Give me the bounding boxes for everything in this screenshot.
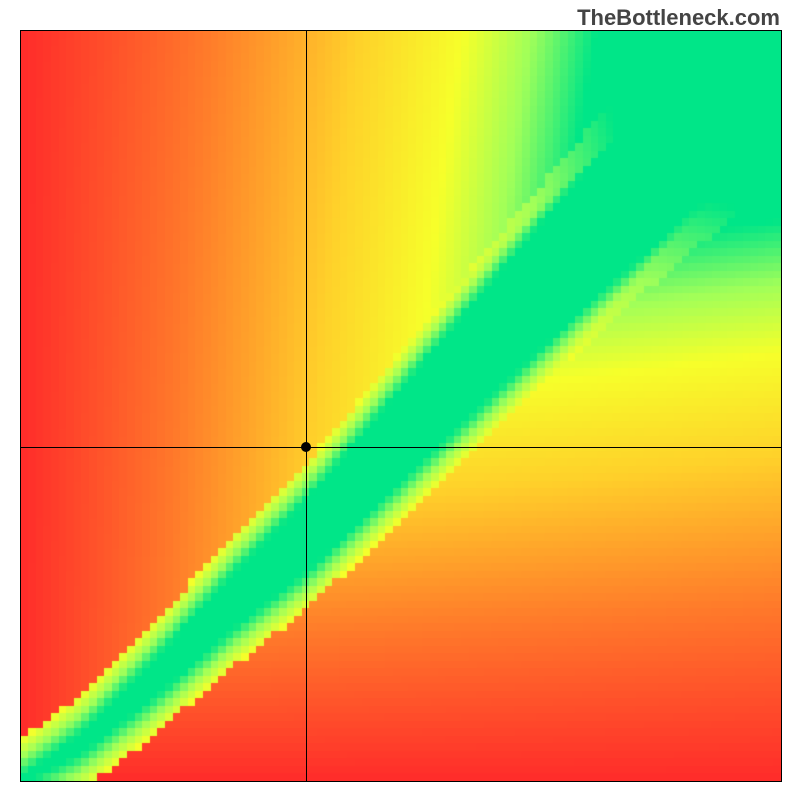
plot-area bbox=[20, 30, 782, 782]
crosshair-vertical bbox=[306, 31, 307, 781]
crosshair-horizontal bbox=[21, 447, 781, 448]
watermark-text: TheBottleneck.com bbox=[577, 5, 780, 31]
chart-container: TheBottleneck.com bbox=[0, 0, 800, 800]
heatmap-canvas bbox=[21, 31, 781, 781]
crosshair-marker bbox=[301, 442, 311, 452]
